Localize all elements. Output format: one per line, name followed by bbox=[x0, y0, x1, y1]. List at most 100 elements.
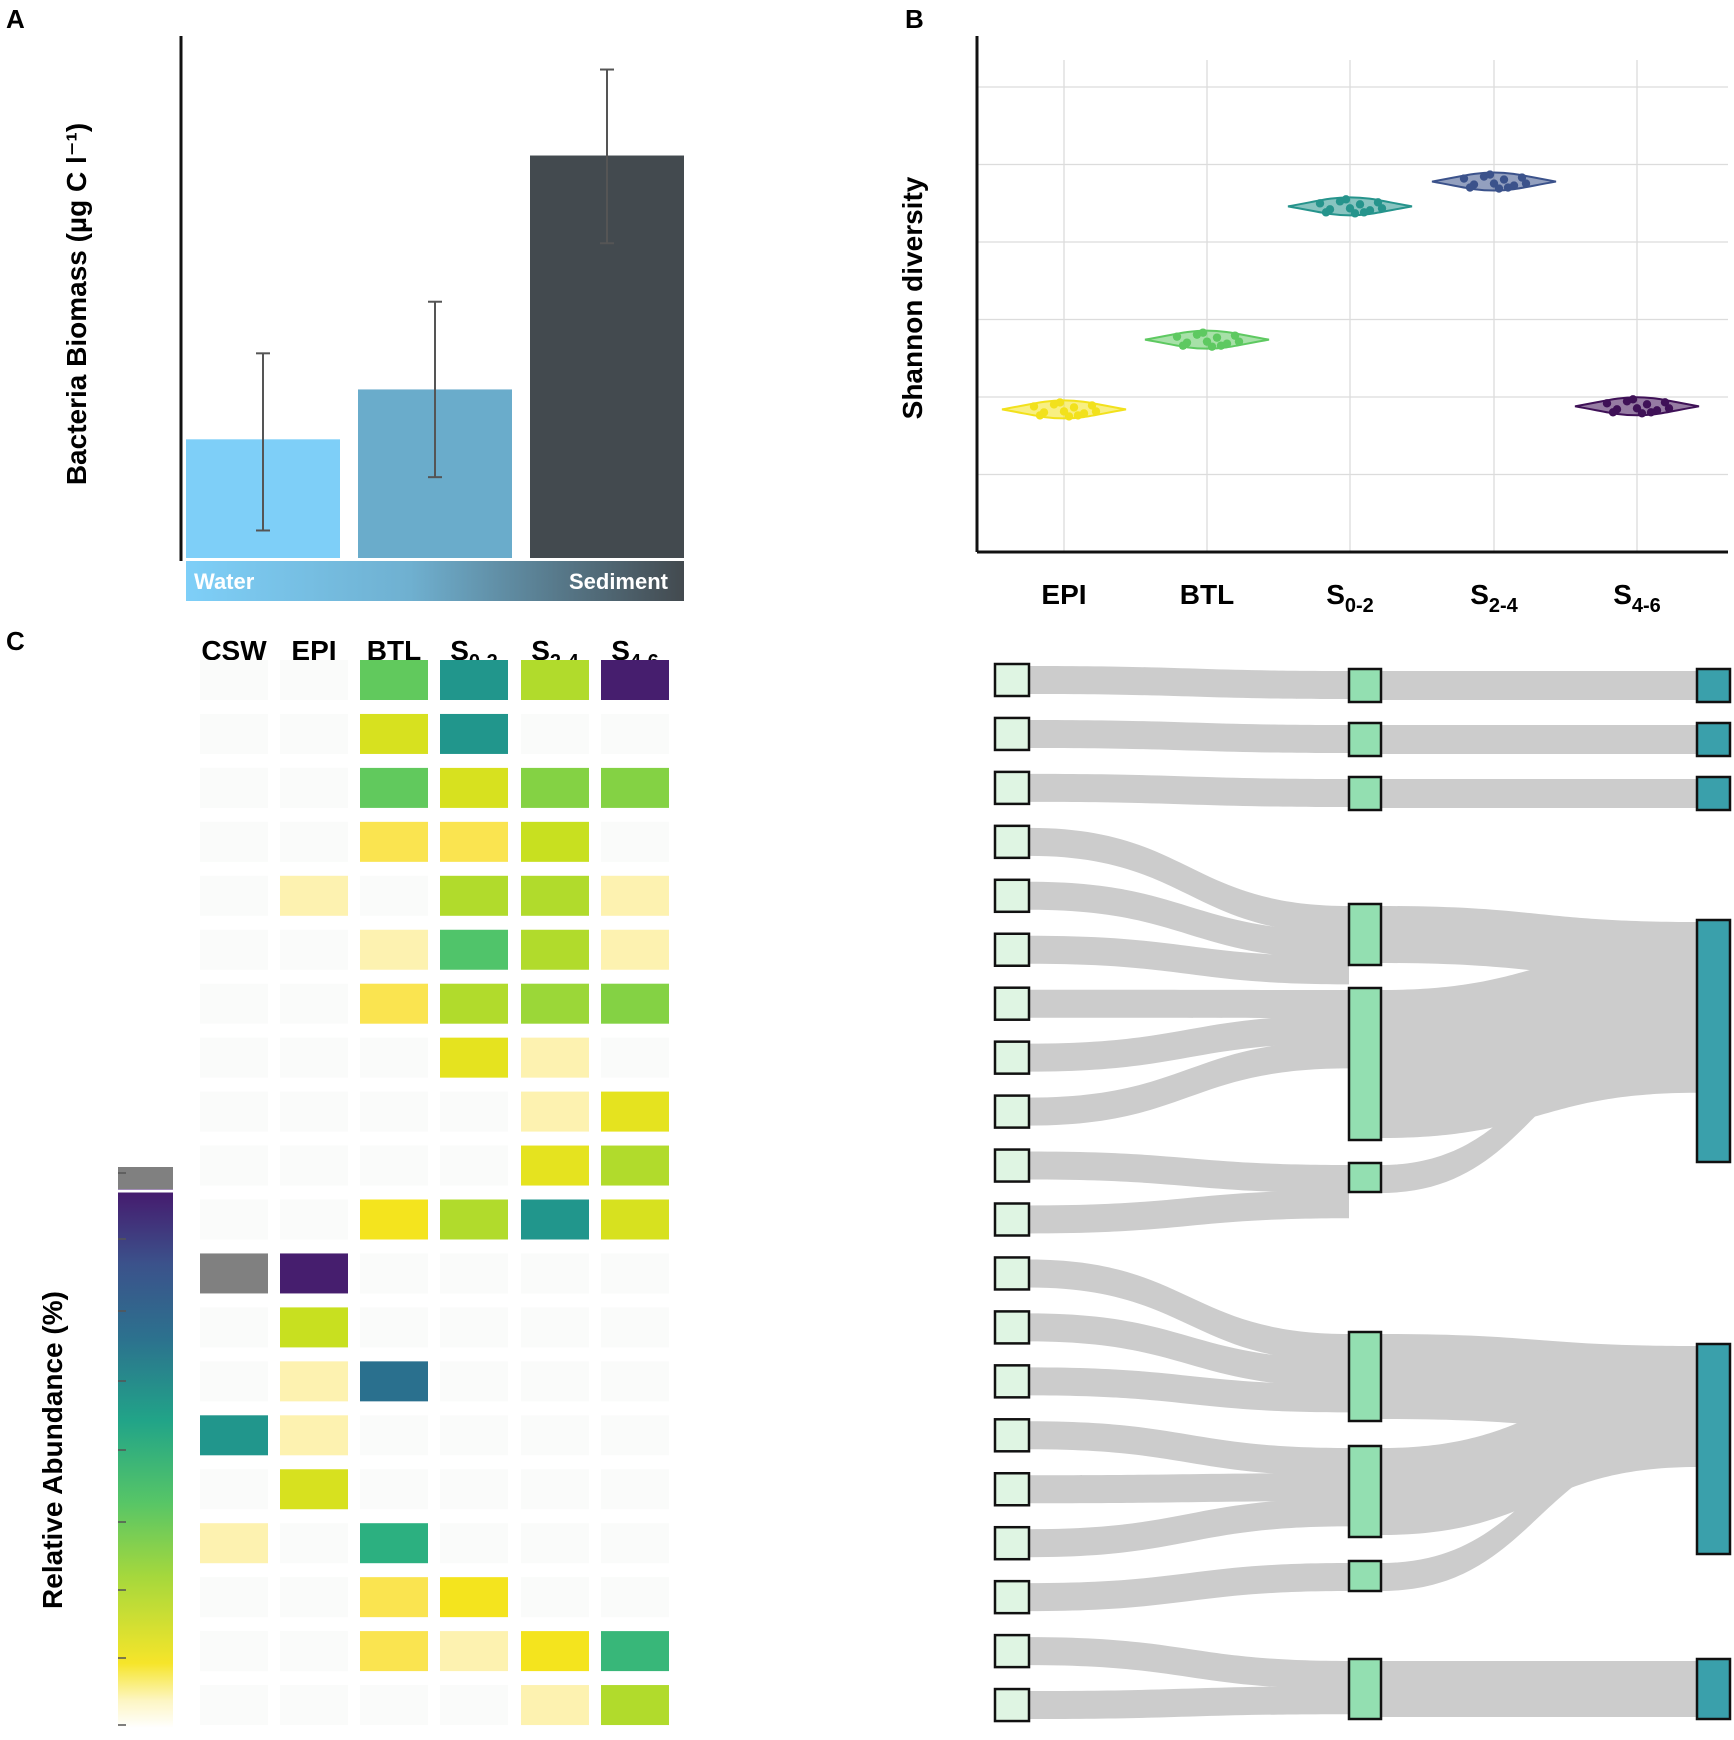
heatmap-cell bbox=[440, 1523, 508, 1564]
panel-b-point bbox=[1073, 411, 1083, 420]
heatmap-cell bbox=[200, 1631, 268, 1672]
sankey-link bbox=[1029, 666, 1349, 699]
sankey-phylum-node bbox=[1695, 721, 1732, 758]
heatmap-cell bbox=[280, 1253, 348, 1294]
heatmap-cell bbox=[360, 1361, 428, 1402]
sankey-link bbox=[1381, 779, 1697, 808]
sankey-class-node bbox=[1347, 775, 1383, 812]
sankey-link bbox=[1029, 1367, 1349, 1413]
panel-b-x-label: S4-6 bbox=[1613, 579, 1661, 617]
panel-b-point bbox=[1216, 341, 1226, 350]
sankey-genus-node bbox=[993, 1040, 1031, 1075]
heatmap-cell bbox=[200, 1253, 268, 1294]
heatmap-cell bbox=[200, 983, 268, 1024]
sankey-link bbox=[1381, 1380, 1697, 1535]
sankey-link bbox=[1029, 1259, 1349, 1362]
heatmap-cell bbox=[360, 983, 428, 1024]
heatmap-cell bbox=[440, 875, 508, 916]
heatmap-cell bbox=[601, 767, 669, 808]
heatmap-cell bbox=[360, 1199, 428, 1240]
panel-b-point bbox=[1321, 208, 1331, 217]
heatmap-cell bbox=[440, 1685, 508, 1726]
heatmap-cell bbox=[280, 1523, 348, 1564]
heatmap-cell bbox=[200, 713, 268, 754]
heatmap-cell bbox=[360, 1523, 428, 1564]
heatmap-cell bbox=[601, 1199, 669, 1240]
panel-b-point bbox=[1359, 208, 1369, 217]
sankey-genus-node bbox=[993, 1256, 1031, 1291]
heatmap-cell bbox=[360, 1253, 428, 1294]
heatmap-cell bbox=[200, 1469, 268, 1510]
heatmap-cell bbox=[440, 821, 508, 862]
heatmap-cell bbox=[200, 821, 268, 862]
colorbar-title: Relative Abundance (%) bbox=[37, 1291, 68, 1609]
sankey-genus-node bbox=[993, 878, 1031, 914]
sankey-link bbox=[1381, 1414, 1697, 1591]
panel-b-point bbox=[1069, 403, 1079, 412]
heatmap-cell bbox=[440, 767, 508, 808]
heatmap-cell bbox=[360, 713, 428, 754]
heatmap-cell bbox=[200, 1685, 268, 1726]
panel-b-point bbox=[1355, 200, 1365, 209]
sankey-link bbox=[1029, 773, 1349, 807]
panel-c: C CSWEPIBTLS0-2S2-4S4-6 Relative Abundan… bbox=[6, 626, 1732, 1728]
heatmap-cell bbox=[521, 929, 589, 970]
panel-b-point bbox=[1646, 408, 1656, 417]
heatmap-cell bbox=[601, 1631, 669, 1672]
heatmap-cell bbox=[440, 660, 508, 700]
panel-b-x-label: S0-2 bbox=[1326, 579, 1374, 617]
heatmap-cell bbox=[521, 821, 589, 862]
panel-b-point bbox=[1608, 408, 1618, 417]
sankey-link bbox=[1381, 1004, 1697, 1193]
sankey-genus-node bbox=[993, 1687, 1031, 1723]
heatmap-cell bbox=[280, 713, 348, 754]
panel-a-letter: A bbox=[6, 4, 25, 34]
sankey-link bbox=[1029, 935, 1349, 985]
panel-b-violin-chart: B Shannon diversity EPI BTL S0-2 S2-4 S4-6 bbox=[897, 4, 1728, 617]
sankey-genus-node bbox=[993, 1418, 1031, 1453]
heatmap-cell bbox=[601, 1037, 669, 1078]
sankey-class-node bbox=[1347, 1161, 1383, 1194]
heatmap-cell bbox=[521, 1145, 589, 1186]
panel-b-point bbox=[1087, 401, 1097, 410]
heatmap-cell bbox=[521, 1685, 589, 1726]
panel-b-point bbox=[1172, 332, 1182, 341]
water-sediment-gradient-bar bbox=[186, 561, 684, 601]
sankey-genus-node bbox=[993, 1094, 1031, 1129]
panel-b-point bbox=[1628, 395, 1638, 404]
heatmap-cell bbox=[440, 1145, 508, 1186]
panel-b-point bbox=[1465, 183, 1475, 192]
sankey-link bbox=[1029, 1313, 1349, 1388]
colorbar-over-range bbox=[118, 1167, 173, 1189]
heatmap-cell bbox=[360, 1685, 428, 1726]
sankey-link bbox=[1029, 881, 1349, 960]
heatmap-cell bbox=[360, 1091, 428, 1132]
sankey-link bbox=[1029, 1637, 1349, 1689]
sankey-link bbox=[1029, 1190, 1349, 1234]
sankey-link bbox=[1029, 1686, 1349, 1720]
heatmap-cell bbox=[440, 1469, 508, 1510]
heatmap-cell bbox=[521, 983, 589, 1024]
heatmap-cell bbox=[440, 983, 508, 1024]
heatmap-cell bbox=[601, 1091, 669, 1132]
sankey-link bbox=[1029, 1015, 1349, 1072]
sankey-class-node bbox=[1347, 1657, 1383, 1721]
heatmap-cell bbox=[601, 1577, 669, 1618]
panel-b-point bbox=[1198, 328, 1208, 337]
panel-b-letter: B bbox=[905, 4, 924, 34]
heatmap-cell bbox=[521, 713, 589, 754]
heatmap-cell bbox=[521, 1307, 589, 1348]
heatmap-cell bbox=[280, 1037, 348, 1078]
heatmap-cell bbox=[280, 1199, 348, 1240]
sankey-link bbox=[1029, 1473, 1349, 1504]
heatmap-cell bbox=[360, 660, 428, 700]
panel-b-point bbox=[1459, 174, 1469, 183]
colorbar-gradient bbox=[118, 1189, 173, 1728]
heatmap-cell bbox=[601, 1253, 669, 1294]
sankey-link bbox=[1381, 944, 1697, 1138]
heatmap-cell bbox=[521, 660, 589, 700]
panel-b-point bbox=[1377, 204, 1387, 213]
heatmap-cell bbox=[601, 983, 669, 1024]
sankey-genus-node bbox=[993, 1472, 1031, 1507]
heatmap-cell bbox=[200, 1577, 268, 1618]
